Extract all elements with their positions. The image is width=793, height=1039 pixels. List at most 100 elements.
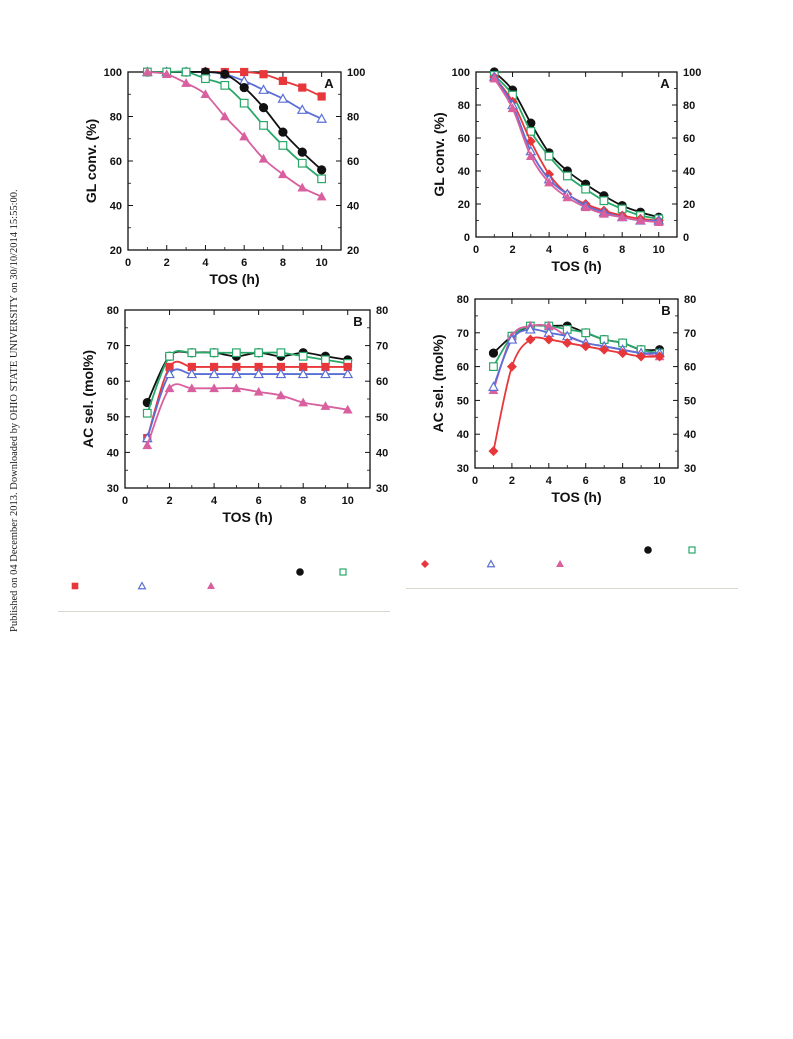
data-point xyxy=(200,89,211,99)
data-point xyxy=(258,84,269,94)
published-note-text: Published on 04 December 2013. Downloade… xyxy=(9,189,20,632)
right-y-tick-label: 30 xyxy=(684,463,696,475)
panel-label: B xyxy=(353,314,362,329)
data-point xyxy=(219,111,230,121)
right-y-tick-label: 20 xyxy=(683,199,695,211)
x-tick-label: 2 xyxy=(509,244,515,256)
x-axis-title: TOS (h) xyxy=(209,271,259,287)
panel-label: A xyxy=(324,76,334,91)
x-tick-label: 6 xyxy=(583,244,589,256)
x-tick-label: 8 xyxy=(620,475,626,487)
data-point xyxy=(187,348,197,358)
data-point xyxy=(278,76,288,86)
y-tick-label: 60 xyxy=(458,133,470,145)
data-point xyxy=(239,131,250,141)
x-tick-label: 0 xyxy=(122,495,128,507)
y-axis-title: GL conv. (%) xyxy=(431,112,447,196)
data-point xyxy=(278,169,288,179)
x-tick-label: 10 xyxy=(653,475,665,487)
data-point xyxy=(164,383,175,393)
data-point xyxy=(506,333,518,344)
right-y-tick-label: 0 xyxy=(683,232,689,244)
data-point xyxy=(525,151,536,160)
data-point xyxy=(342,368,354,379)
data-point xyxy=(142,440,153,450)
y-tick-label: 100 xyxy=(104,67,122,79)
x-tick-label: 4 xyxy=(546,244,553,256)
right-y-tick-label: 80 xyxy=(347,112,359,124)
x-tick-label: 2 xyxy=(509,475,515,487)
data-point xyxy=(298,83,307,92)
x-axis-title: TOS (h) xyxy=(551,489,601,505)
data-point xyxy=(599,344,610,355)
y-tick-label: 80 xyxy=(107,305,119,317)
right-y-tick-label: 40 xyxy=(683,166,695,178)
y-tick-label: 80 xyxy=(458,100,470,112)
data-point xyxy=(544,177,554,187)
right-y-tick-label: 100 xyxy=(347,67,365,79)
data-point xyxy=(297,368,309,379)
data-point xyxy=(186,368,198,379)
data-point xyxy=(165,351,174,361)
legend-marker-0 xyxy=(296,568,304,576)
data-point xyxy=(617,348,628,359)
data-point xyxy=(316,113,328,123)
data-point xyxy=(240,67,249,77)
right-y-tick-label: 30 xyxy=(376,483,388,495)
y-tick-label: 70 xyxy=(107,341,119,353)
data-point xyxy=(253,386,264,396)
x-tick-label: 6 xyxy=(583,475,589,487)
y-tick-label: 100 xyxy=(452,67,470,79)
y-axis-title: AC sel. (mol%) xyxy=(80,350,96,448)
series-1 xyxy=(142,348,353,418)
right-y-tick-label: 40 xyxy=(684,429,696,441)
y-tick-label: 60 xyxy=(457,362,469,374)
data-point xyxy=(278,141,288,150)
y-axis-title: AC sel. (mol%) xyxy=(430,334,446,432)
data-point xyxy=(653,217,664,226)
data-point xyxy=(275,368,287,379)
data-point xyxy=(635,215,646,225)
data-point xyxy=(208,368,220,379)
series-line xyxy=(492,323,660,391)
data-point xyxy=(525,334,536,345)
data-point xyxy=(259,70,268,79)
x-axis-title: TOS (h) xyxy=(551,258,601,274)
data-point xyxy=(181,78,191,87)
x-tick-label: 10 xyxy=(316,257,328,269)
chart-right-B: 0 2 4 6 8 10 30 40 50 60 70 80 30 40 50 60 70 80 TOS (h) AC… xyxy=(430,294,696,505)
data-point xyxy=(142,408,152,418)
y-tick-label: 20 xyxy=(110,245,122,257)
series-line xyxy=(147,70,323,171)
y-tick-label: 40 xyxy=(457,429,469,441)
data-point xyxy=(276,348,286,358)
series-4 xyxy=(488,334,665,457)
right-y-tick-label: 70 xyxy=(376,341,388,353)
data-point xyxy=(317,92,326,101)
data-point xyxy=(488,446,499,457)
series-line xyxy=(493,71,659,219)
y-tick-label: 40 xyxy=(107,447,119,459)
x-axis-title: TOS (h) xyxy=(222,509,272,525)
data-point xyxy=(258,102,269,113)
right-y-tick-label: 20 xyxy=(347,245,359,257)
x-tick-label: 8 xyxy=(619,244,625,256)
plot-frame xyxy=(127,71,342,251)
series-line xyxy=(493,78,659,224)
data-point xyxy=(231,383,242,393)
data-point xyxy=(231,348,241,358)
series-line xyxy=(147,70,323,180)
right-y-tick-label: 100 xyxy=(683,67,701,79)
data-point xyxy=(489,362,498,372)
right-y-tick-label: 50 xyxy=(684,395,696,407)
panel-label: A xyxy=(660,76,670,91)
legend-marker-1 xyxy=(339,568,347,576)
series-4 xyxy=(142,383,353,450)
data-point xyxy=(506,361,517,372)
data-point xyxy=(507,103,518,113)
series-line xyxy=(146,360,348,439)
right-y-tick-label: 40 xyxy=(376,447,388,459)
legend-right xyxy=(420,546,696,569)
data-point xyxy=(278,127,288,137)
data-point xyxy=(259,120,268,130)
